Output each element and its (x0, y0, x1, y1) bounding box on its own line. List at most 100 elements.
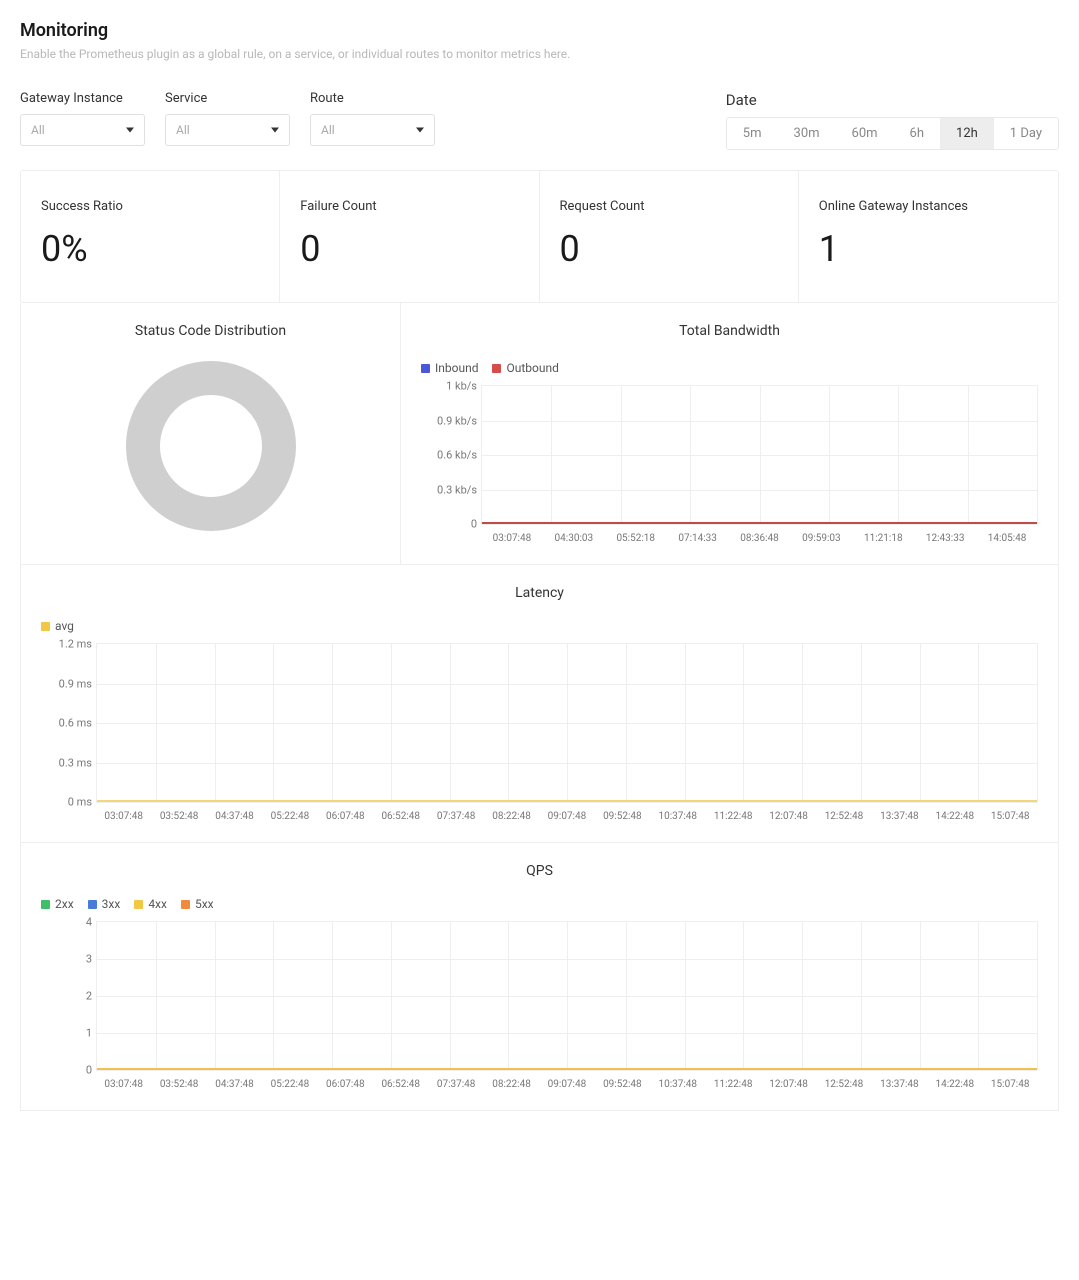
filter-route: Route All (310, 91, 435, 146)
legend-label: Inbound (435, 361, 478, 375)
y-tick-label: 0 (86, 1064, 92, 1077)
x-tick-label: 04:30:03 (543, 533, 605, 544)
y-tick-label: 4 (86, 916, 92, 929)
x-tick-label: 11:22:48 (705, 811, 760, 822)
gateway-select[interactable]: All (20, 114, 145, 146)
x-tick-label: 06:07:48 (318, 811, 373, 822)
chevron-down-icon (271, 128, 279, 133)
status-code-panel: Status Code Distribution (21, 303, 401, 564)
x-tick-label: 07:37:48 (428, 1079, 483, 1090)
bandwidth-chart: 1 kb/s0.9 kb/s0.6 kb/s0.3 kb/s003:07:480… (481, 385, 1038, 544)
filter-service-label: Service (165, 91, 290, 106)
date-pill-30m[interactable]: 30m (778, 118, 836, 149)
x-tick-label: 08:22:48 (484, 1079, 539, 1090)
x-tick-label: 10:37:48 (650, 1079, 705, 1090)
series-line (482, 522, 1037, 524)
x-tick-label: 05:52:18 (605, 533, 667, 544)
y-tick-label: 0.3 ms (59, 756, 92, 769)
date-pill-1day[interactable]: 1 Day (994, 118, 1058, 149)
legend-swatch (181, 900, 190, 909)
y-tick-label: 3 (86, 953, 92, 966)
qps-panel: QPS 2xx 3xx 4xx 5xx 4321003:07:4803:52:4804… (20, 843, 1059, 1111)
legend-swatch (41, 622, 50, 631)
y-tick-label: 0.6 ms (59, 717, 92, 730)
date-pill-60m[interactable]: 60m (836, 118, 894, 149)
y-tick-label: 0.3 kb/s (437, 483, 477, 496)
filter-service: Service All (165, 91, 290, 146)
y-tick-label: 0.9 ms (59, 677, 92, 690)
page-title: Monitoring (20, 20, 1059, 41)
stat-value: 1 (819, 228, 1038, 270)
y-tick-label: 0.9 kb/s (437, 414, 477, 427)
x-tick-label: 12:07:48 (761, 811, 816, 822)
x-tick-label: 14:05:48 (976, 533, 1038, 544)
legend-label: 2xx (55, 897, 74, 911)
legend-label: avg (55, 619, 74, 633)
bandwidth-panel: Total Bandwidth InboundOutbound 1 kb/s0.… (401, 303, 1058, 564)
series-line (97, 1068, 1037, 1070)
chevron-down-icon (126, 128, 134, 133)
x-tick-label: 03:52:48 (151, 811, 206, 822)
legend-item-inbound[interactable]: Inbound (421, 361, 478, 375)
stat-label: Failure Count (300, 199, 518, 214)
bandwidth-legend: Inbound Outbound (421, 361, 1038, 375)
x-tick-label: 13:37:48 (872, 811, 927, 822)
qps-chart: 4321003:07:4803:52:4804:37:4805:22:4806:… (96, 921, 1038, 1090)
y-tick-label: 1 (86, 1027, 92, 1040)
latency-panel: Latency avg 1.2 ms0.9 ms0.6 ms0.3 ms0 ms… (20, 565, 1059, 843)
x-tick-label: 11:22:48 (705, 1079, 760, 1090)
filters-row: Gateway Instance All Service All Route A… (20, 91, 1059, 150)
legend-item-3xx[interactable]: 3xx (88, 897, 121, 911)
legend-swatch (492, 364, 501, 373)
filter-route-label: Route (310, 91, 435, 106)
x-tick-label: 04:37:48 (207, 1079, 262, 1090)
legend-item-2xx[interactable]: 2xx (41, 897, 74, 911)
stat-request-count: Request Count 0 (540, 171, 799, 302)
date-pill-12h[interactable]: 12h (940, 118, 994, 149)
stat-label: Success Ratio (41, 199, 259, 214)
x-tick-label: 09:52:48 (595, 811, 650, 822)
x-tick-label: 04:37:48 (207, 811, 262, 822)
x-tick-label: 06:07:48 (318, 1079, 373, 1090)
legend-swatch (134, 900, 143, 909)
x-tick-label: 14:22:48 (927, 1079, 982, 1090)
x-tick-label: 06:52:48 (373, 811, 428, 822)
legend-item-4xx[interactable]: 4xx (134, 897, 167, 911)
x-tick-label: 10:37:48 (650, 811, 705, 822)
x-tick-label: 03:07:48 (96, 1079, 151, 1090)
bandwidth-title: Total Bandwidth (421, 323, 1038, 339)
legend-label: Outbound (506, 361, 558, 375)
latency-title: Latency (41, 585, 1038, 601)
x-tick-label: 03:07:48 (481, 533, 543, 544)
date-label: Date (726, 91, 1059, 109)
y-tick-label: 1.2 ms (59, 638, 92, 651)
service-select[interactable]: All (165, 114, 290, 146)
x-tick-label: 08:22:48 (484, 811, 539, 822)
stats-row: Success Ratio 0% Failure Count 0 Request… (20, 170, 1059, 303)
legend-item-5xx[interactable]: 5xx (181, 897, 214, 911)
donut-chart (126, 361, 296, 531)
qps-title: QPS (41, 863, 1038, 879)
latency-legend: avg (41, 619, 1038, 633)
status-code-title: Status Code Distribution (41, 323, 380, 339)
legend-label: 4xx (148, 897, 167, 911)
filter-gateway: Gateway Instance All (20, 91, 145, 146)
date-pill-6h[interactable]: 6h (894, 118, 940, 149)
legend-item-avg[interactable]: avg (41, 619, 74, 633)
stat-success-ratio: Success Ratio 0% (21, 171, 280, 302)
qps-legend: 2xx 3xx 4xx 5xx (41, 897, 1038, 911)
y-tick-label: 1 kb/s (446, 380, 477, 393)
route-select[interactable]: All (310, 114, 435, 146)
x-tick-label: 08:36:48 (729, 533, 791, 544)
filter-gateway-label: Gateway Instance (20, 91, 145, 106)
x-tick-label: 05:22:48 (262, 811, 317, 822)
x-tick-label: 12:52:48 (816, 811, 871, 822)
date-pill-5m[interactable]: 5m (727, 118, 778, 149)
y-tick-label: 2 (86, 990, 92, 1003)
x-tick-label: 12:07:48 (761, 1079, 816, 1090)
legend-item-outbound[interactable]: Outbound (492, 361, 558, 375)
x-tick-label: 06:52:48 (373, 1079, 428, 1090)
legend-swatch (41, 900, 50, 909)
latency-chart: 1.2 ms0.9 ms0.6 ms0.3 ms0 ms03:07:4803:5… (96, 643, 1038, 822)
y-tick-label: 0 ms (68, 796, 92, 809)
